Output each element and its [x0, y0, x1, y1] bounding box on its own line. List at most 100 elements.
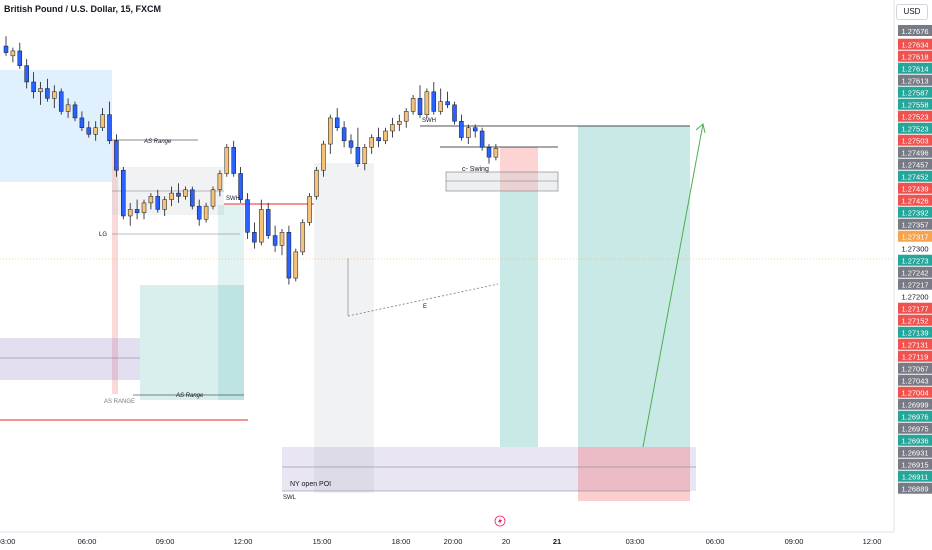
- price-label-text: 1.27392: [901, 209, 928, 218]
- candle: [472, 124, 478, 138]
- candle-body: [17, 50, 23, 66]
- candle-body: [445, 101, 450, 106]
- price-label-text: 1.27618: [901, 53, 928, 62]
- candle-body: [286, 232, 292, 279]
- price-label-bg: [898, 470, 932, 482]
- candle: [72, 101, 78, 122]
- candle-body: [86, 127, 92, 135]
- candle: [107, 101, 112, 145]
- price-label: 1.27317: [898, 230, 932, 242]
- price-label-bg: [898, 278, 932, 290]
- lightning-icon[interactable]: [494, 515, 506, 527]
- candles-layer: [3, 36, 499, 285]
- candle: [196, 199, 202, 226]
- candle: [486, 144, 492, 164]
- candle: [93, 121, 98, 141]
- price-label-text: 1.26999: [901, 401, 928, 410]
- candle-body: [31, 81, 36, 93]
- candle-body: [107, 114, 112, 142]
- price-label-bg: [898, 206, 932, 218]
- candle-body: [321, 143, 326, 171]
- price-label-bg: [898, 98, 932, 110]
- time-label: 12:00: [863, 537, 882, 546]
- candle-body: [403, 111, 409, 122]
- price-label: 1.27614: [898, 62, 932, 74]
- time-label: 03:00: [626, 537, 645, 546]
- price-label-bg: [898, 434, 932, 446]
- candle: [238, 166, 243, 203]
- c-swing-box: [445, 171, 559, 192]
- candle: [169, 186, 174, 207]
- price-label: 1.27634: [898, 38, 932, 50]
- candle-body: [486, 147, 492, 158]
- candle: [265, 202, 271, 239]
- candle: [141, 199, 147, 220]
- candle: [155, 189, 161, 213]
- candle: [390, 117, 395, 138]
- price-label: 1.26931: [898, 446, 932, 458]
- price-label: 1.26936: [898, 434, 932, 446]
- time-label: 09:00: [785, 537, 804, 546]
- price-label-bg: [898, 338, 932, 350]
- price-axis[interactable]: 1.27676 1.27634 1.27618 1.27614 1.27613 1.275…: [898, 25, 932, 494]
- candle-body: [38, 88, 43, 93]
- price-label-bg: [898, 302, 932, 314]
- candle: [210, 186, 216, 210]
- candle: [162, 196, 167, 216]
- price-label-text: 1.26911: [902, 473, 929, 482]
- price-label: 1.26915: [898, 458, 932, 470]
- candle-body: [245, 199, 250, 233]
- price-label-text: 1.27558: [901, 101, 928, 110]
- time-axis[interactable]: 03:00 06:00 09:00 12:00 15:00 18:00 20:00 20 21 0…: [0, 537, 881, 546]
- candle: [17, 42, 23, 69]
- price-label-bg: [898, 146, 932, 158]
- price-label: 1.27618: [898, 50, 932, 62]
- price-label-bg: [898, 458, 932, 470]
- candle: [417, 85, 423, 118]
- candle-body: [272, 235, 278, 246]
- target-arrow-line: [642, 123, 704, 448]
- candle-body: [390, 124, 395, 132]
- currency-button[interactable]: USD: [896, 4, 928, 20]
- c-swing-label: c- Swing: [462, 166, 489, 173]
- price-label-text: 1.27523: [901, 125, 928, 134]
- candle: [445, 91, 450, 109]
- price-label-bg: [898, 386, 932, 398]
- candle: [300, 219, 305, 256]
- lg-label: LG: [99, 232, 107, 238]
- target-arrowhead: [695, 123, 706, 134]
- candle-body: [224, 147, 230, 174]
- candle: [190, 186, 195, 210]
- candle: [424, 88, 430, 118]
- candle-body: [93, 127, 98, 135]
- candle-body: [176, 192, 181, 197]
- price-label-text: 1.26931: [901, 449, 928, 458]
- price-label-bg: [898, 374, 932, 386]
- candle-body: [3, 45, 9, 53]
- candle: [438, 88, 443, 115]
- candle-body: [369, 137, 374, 148]
- price-label-bg: [898, 362, 932, 374]
- price-label-text: 1.26889: [901, 485, 928, 494]
- price-label: 1.27357: [898, 218, 932, 230]
- price-label-text: 1.27177: [901, 305, 928, 314]
- candle-body: [424, 91, 430, 115]
- price-label-text: 1.27043: [901, 377, 928, 386]
- price-label-bg: [898, 194, 932, 206]
- price-label-bg: [898, 242, 932, 254]
- candle: [86, 121, 92, 138]
- price-label-bg: [898, 398, 932, 410]
- candle-body: [127, 209, 133, 217]
- e-label: E: [423, 304, 427, 310]
- price-label: 1.26976: [898, 410, 932, 422]
- candle: [279, 229, 285, 256]
- candle-body: [155, 196, 161, 210]
- candle: [321, 140, 326, 177]
- e-dotted-line: [347, 283, 499, 317]
- ny-poi-zone: [282, 447, 696, 491]
- candle: [252, 222, 257, 249]
- price-label: 1.27131: [898, 338, 932, 350]
- candle-body: [334, 117, 340, 128]
- candle-body: [431, 91, 437, 112]
